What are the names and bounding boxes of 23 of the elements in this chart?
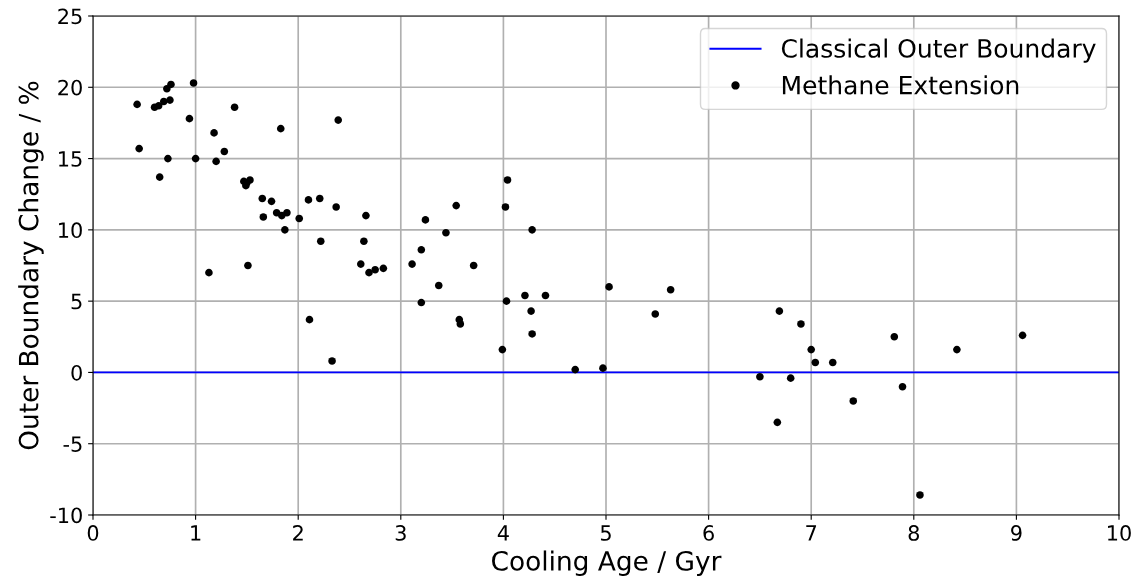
y-tick-label: 0 — [71, 364, 82, 381]
x-tick-label: 0 — [87, 525, 99, 541]
x-tick-label: 9 — [1011, 525, 1022, 541]
x-tick-label: 8 — [908, 525, 919, 541]
x-tick-label: 1 — [191, 525, 201, 541]
x-tick-label: 10 — [1108, 525, 1131, 541]
y-tick-label: -5 — [63, 436, 82, 452]
x-tick-label: 4 — [497, 525, 509, 541]
x-tick-label: 6 — [703, 525, 714, 541]
x-tick-label: 5 — [600, 525, 611, 541]
legend-label: Methane Extension — [782, 75, 1019, 95]
y-tick-label: 20 — [58, 79, 82, 96]
y-tick-label: 25 — [58, 8, 82, 25]
x-tick-label: 7 — [806, 525, 817, 541]
y-axis-title: Outer Boundary Change / % — [18, 81, 44, 450]
legend-label: Classical Outer Boundary — [781, 38, 1096, 63]
x-tick-label: 3 — [395, 525, 406, 541]
y-tick-label: -10 — [50, 507, 82, 524]
y-tick-label: 5 — [71, 293, 82, 310]
x-axis-title: Cooling Age / Gyr — [492, 550, 722, 576]
x-tick-label: 2 — [293, 525, 303, 541]
y-tick-label: 15 — [59, 151, 82, 167]
y-tick-label: 10 — [59, 222, 82, 239]
